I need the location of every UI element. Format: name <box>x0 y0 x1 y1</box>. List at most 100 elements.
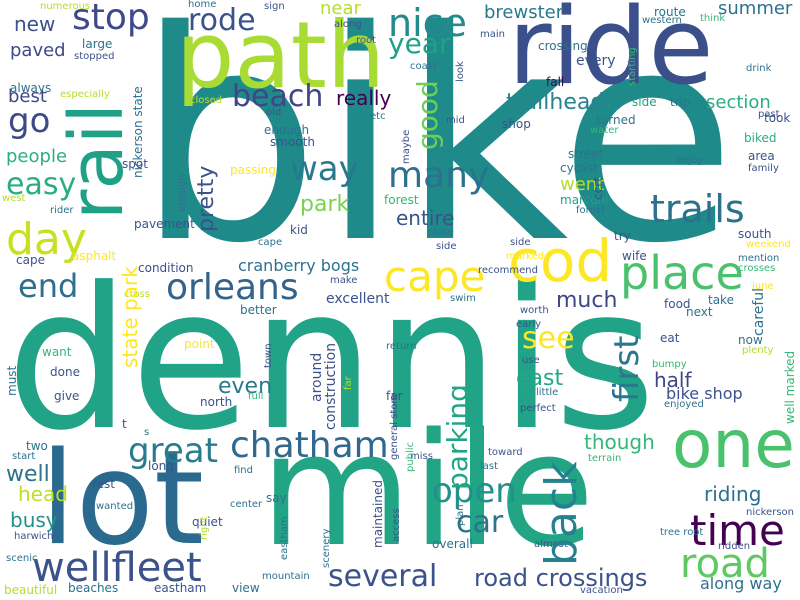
word-south: south <box>738 227 772 241</box>
word-great: great <box>128 431 218 471</box>
word-public: access <box>391 508 402 542</box>
word-nickerson: vacation <box>580 585 623 596</box>
word-crossing: crossing <box>538 39 588 53</box>
word-mountain: far <box>343 376 354 390</box>
word-beach: beach <box>232 79 324 114</box>
word-miss: perfect <box>520 403 556 414</box>
word-s: say <box>266 491 287 505</box>
word-new: new <box>14 12 56 36</box>
word-go: go <box>8 101 51 141</box>
word-drink: drink <box>746 63 772 74</box>
word-two: wanted <box>96 501 134 512</box>
word-trailhead: trailhead <box>506 90 605 115</box>
word-bumps: close <box>428 227 454 238</box>
word-enjoy: enjoy <box>676 155 704 166</box>
word-first: first <box>607 335 647 402</box>
word-construction: construction <box>323 342 339 430</box>
word-closed: enough <box>264 123 310 137</box>
word-etc: etc <box>370 111 386 122</box>
word-well-marked: well marked <box>783 350 797 424</box>
word-now: now <box>738 333 763 347</box>
word-long: rest <box>92 477 116 491</box>
word-right: center <box>230 499 263 510</box>
word-rest: scenic <box>6 553 38 564</box>
word-view: town <box>263 343 274 368</box>
word-area: area <box>748 149 775 163</box>
word-next: next <box>686 305 713 319</box>
word-old: passing <box>230 163 277 177</box>
word-wanted: beautiful <box>4 583 58 597</box>
word-start: harwich <box>14 531 54 542</box>
word-overall: terrain <box>588 453 622 464</box>
word-early: worth <box>520 305 549 316</box>
word-rail: rail <box>54 103 140 220</box>
word-trails: trails <box>650 187 745 231</box>
word-cyclist: cyclist <box>560 161 598 175</box>
word-take: take <box>708 293 734 307</box>
word-tree-root: overall <box>432 537 473 551</box>
word-plan: last <box>480 461 499 472</box>
word-nickerson-state: nickerson state <box>131 86 145 178</box>
word-vacation: almost <box>534 539 568 550</box>
word-open: open <box>432 471 517 511</box>
word-along: along <box>334 19 362 30</box>
word-way: way <box>290 149 359 189</box>
word-t: quiet <box>192 515 223 529</box>
word-condition: excellent <box>326 291 390 307</box>
word-along-way: along way <box>700 574 782 593</box>
word-rider: pavement <box>134 217 195 231</box>
word-well: well <box>6 462 50 487</box>
word-parking: parking <box>441 384 474 490</box>
word-asphalt: make <box>330 275 358 286</box>
word-swim: early <box>516 319 542 330</box>
word-half: half <box>654 368 692 392</box>
word-eastham: eastham <box>279 516 290 560</box>
word-west: kid <box>290 223 308 237</box>
word-rotary: sign <box>264 1 285 12</box>
word-cross: better <box>240 303 277 317</box>
word-numerous: old <box>266 107 282 118</box>
word-side: side <box>632 95 657 109</box>
word-orleans: orleans <box>166 267 299 308</box>
word-food: food <box>664 297 691 311</box>
word-state-park: state park <box>118 266 142 368</box>
word-maintained: public <box>405 441 416 472</box>
word-close: forest <box>576 205 605 216</box>
word-cape: cape <box>384 252 486 301</box>
word-try: try <box>614 229 631 243</box>
word-east: east <box>516 366 564 391</box>
word-especially: smooth <box>270 135 315 149</box>
word-use: recommend <box>478 265 538 276</box>
word-beautiful: view <box>232 581 260 595</box>
word-stopped: especially <box>60 89 110 100</box>
word-look: look <box>455 61 466 82</box>
word-see: see <box>522 321 575 356</box>
word-western: western <box>642 15 682 26</box>
word-recommend: swim <box>450 293 476 304</box>
word-enough: enough <box>177 174 188 212</box>
word-mostly: stopped <box>74 51 115 62</box>
word-car: car <box>456 505 504 540</box>
word-end: end <box>18 267 79 305</box>
word-head: head <box>18 482 68 506</box>
word-june: june <box>752 281 774 292</box>
word-year: year <box>388 27 451 60</box>
word-though: though <box>584 430 655 454</box>
word-shop: shop <box>502 117 531 131</box>
word-dennis: dennis <box>6 246 657 474</box>
word-near: near <box>320 0 361 19</box>
word-much: much <box>556 288 618 313</box>
word-best: best <box>8 86 47 107</box>
word-section: section <box>706 92 771 113</box>
word-scenery: general store <box>389 393 400 460</box>
word-road: road <box>680 541 770 587</box>
word-route: route <box>654 5 686 19</box>
word-ccrt: ccrt <box>591 177 605 200</box>
word-mention: mention <box>738 253 780 264</box>
word-careful: careful <box>751 287 767 336</box>
word-although: cape <box>258 237 283 248</box>
word-cranberry-bogs: cranberry bogs <box>238 256 360 275</box>
word-ridden: nickerson <box>746 507 794 518</box>
word-side-small: side <box>436 241 457 252</box>
